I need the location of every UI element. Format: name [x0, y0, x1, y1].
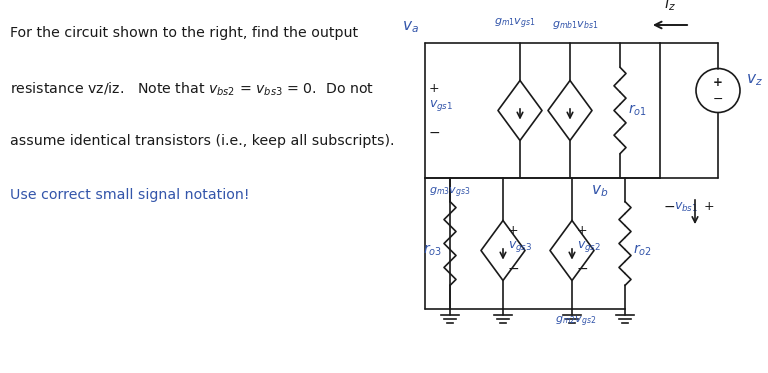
Text: $r_{o1}$: $r_{o1}$ — [628, 103, 647, 118]
Text: $v_{bs1}$: $v_{bs1}$ — [674, 200, 698, 214]
Text: $g_{m2}v_{gs2}$: $g_{m2}v_{gs2}$ — [555, 315, 597, 329]
Text: +: + — [577, 224, 588, 237]
Text: $v_{gs3}$: $v_{gs3}$ — [508, 239, 532, 254]
Text: $g_{mb1}v_{bs1}$: $g_{mb1}v_{bs1}$ — [551, 19, 598, 31]
Text: $g_{m3}v_{gs3}$: $g_{m3}v_{gs3}$ — [429, 186, 471, 200]
Text: $v_{gs1}$: $v_{gs1}$ — [429, 98, 453, 113]
Text: +: + — [713, 76, 723, 89]
Text: For the circuit shown to the right, find the output: For the circuit shown to the right, find… — [10, 26, 358, 40]
Text: $v_z$: $v_z$ — [746, 73, 763, 88]
Text: resistance vz/iz.   Note that $v_{bs2}$ = $v_{bs3}$ = 0.  Do not: resistance vz/iz. Note that $v_{bs2}$ = … — [10, 80, 374, 98]
Text: $v_a$: $v_a$ — [402, 19, 419, 35]
Text: −: − — [508, 261, 520, 276]
Text: $v_{gs2}$: $v_{gs2}$ — [577, 239, 601, 254]
Text: $i_z$: $i_z$ — [664, 0, 676, 13]
Text: −: − — [429, 125, 441, 140]
Text: +: + — [704, 201, 715, 213]
Text: −: − — [577, 261, 588, 276]
Text: assume identical transistors (i.e., keep all subscripts).: assume identical transistors (i.e., keep… — [10, 134, 395, 148]
Text: $v_b$: $v_b$ — [591, 183, 608, 199]
Text: +: + — [429, 82, 439, 95]
Text: $r_{o3}$: $r_{o3}$ — [423, 243, 442, 258]
Text: −: − — [713, 93, 723, 106]
Text: $g_{m1}v_{gs1}$: $g_{m1}v_{gs1}$ — [494, 17, 536, 31]
Text: −: − — [664, 200, 676, 214]
Text: $r_{o2}$: $r_{o2}$ — [633, 243, 652, 258]
Text: Use correct small signal notation!: Use correct small signal notation! — [10, 188, 250, 203]
Text: +: + — [508, 224, 518, 237]
